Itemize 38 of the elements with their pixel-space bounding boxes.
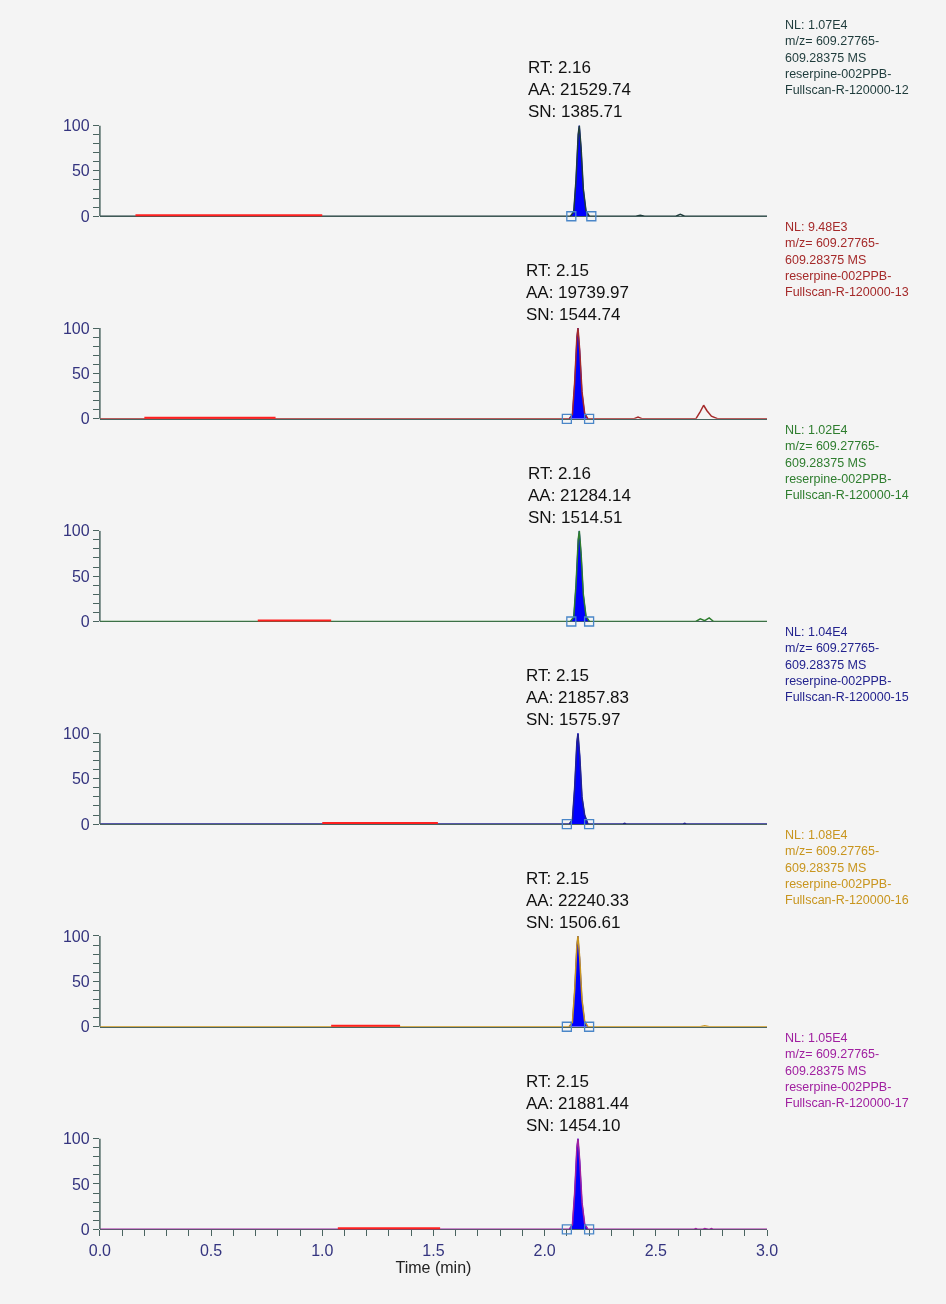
y-tick-label: 100 — [62, 1130, 90, 1148]
text: RT: 2.15 AA: 21881.44 SN: 1454.10 — [526, 1072, 630, 1136]
text: RT: 2.15 AA: 21857.83 SN: 1575.97 — [526, 666, 630, 730]
text: NL: 1.05E4 m/z= 609.27765- 609.28375 MS reserpine-002PPB- Fullscan-R-120000-17 — [785, 1031, 909, 1110]
text: NL: 9.48E3 m/z= 609.27765- 609.28375 MS reserpine-002PPB- Fullscan-R-120000-13 — [785, 220, 909, 299]
y-tick-label: 0 — [80, 815, 90, 833]
text: RT: 2.16 AA: 21529.74 SN: 1385.71 — [528, 58, 632, 122]
text: RT: 2.16 AA: 21284.14 SN: 1514.51 — [528, 464, 632, 528]
x-tick-label: 0.5 — [199, 1241, 223, 1259]
y-tick-label: 50 — [71, 567, 90, 585]
y-tick-label: 50 — [71, 162, 90, 180]
y-tick-label: 100 — [62, 927, 90, 945]
y-tick-label: 0 — [80, 207, 90, 225]
x-tick-label: 2.0 — [533, 1241, 556, 1259]
text: RT: 2.15 AA: 22240.33 SN: 1506.61 — [526, 869, 630, 933]
y-tick-label: 50 — [71, 365, 90, 383]
y-tick-label: 0 — [80, 613, 90, 631]
text: NL: 1.07E4 m/z= 609.27765- 609.28375 MS reserpine-002PPB- Fullscan-R-120000-12 — [785, 18, 909, 97]
x-axis-title: Time (min) — [395, 1259, 472, 1277]
y-tick-label: 0 — [80, 1018, 90, 1036]
text: RT: 2.15 AA: 19739.97 SN: 1544.74 — [526, 261, 630, 325]
y-tick-label: 50 — [71, 972, 90, 990]
y-tick-label: 100 — [62, 117, 90, 135]
x-tick-label: 0.0 — [88, 1241, 112, 1259]
y-tick-label: 0 — [80, 410, 90, 428]
x-tick-label: 3.0 — [755, 1241, 779, 1259]
x-tick-label: 2.5 — [644, 1241, 668, 1259]
text: NL: 1.02E4 m/z= 609.27765- 609.28375 MS reserpine-002PPB- Fullscan-R-120000-14 — [785, 423, 909, 502]
y-tick-label: 100 — [62, 724, 90, 742]
y-tick-label: 100 — [62, 522, 90, 540]
y-tick-label: 0 — [80, 1220, 90, 1238]
text: NL: 1.08E4 m/z= 609.27765- 609.28375 MS reserpine-002PPB- Fullscan-R-120000-16 — [785, 828, 909, 907]
y-tick-label: 50 — [71, 770, 90, 788]
y-tick-label: 50 — [71, 1175, 90, 1193]
y-tick-label: 100 — [62, 319, 90, 337]
text: NL: 1.04E4 m/z= 609.27765- 609.28375 MS reserpine-002PPB- Fullscan-R-120000-15 — [785, 625, 909, 704]
x-tick-label: 1.5 — [422, 1241, 445, 1259]
x-tick-label: 1.0 — [311, 1241, 334, 1259]
